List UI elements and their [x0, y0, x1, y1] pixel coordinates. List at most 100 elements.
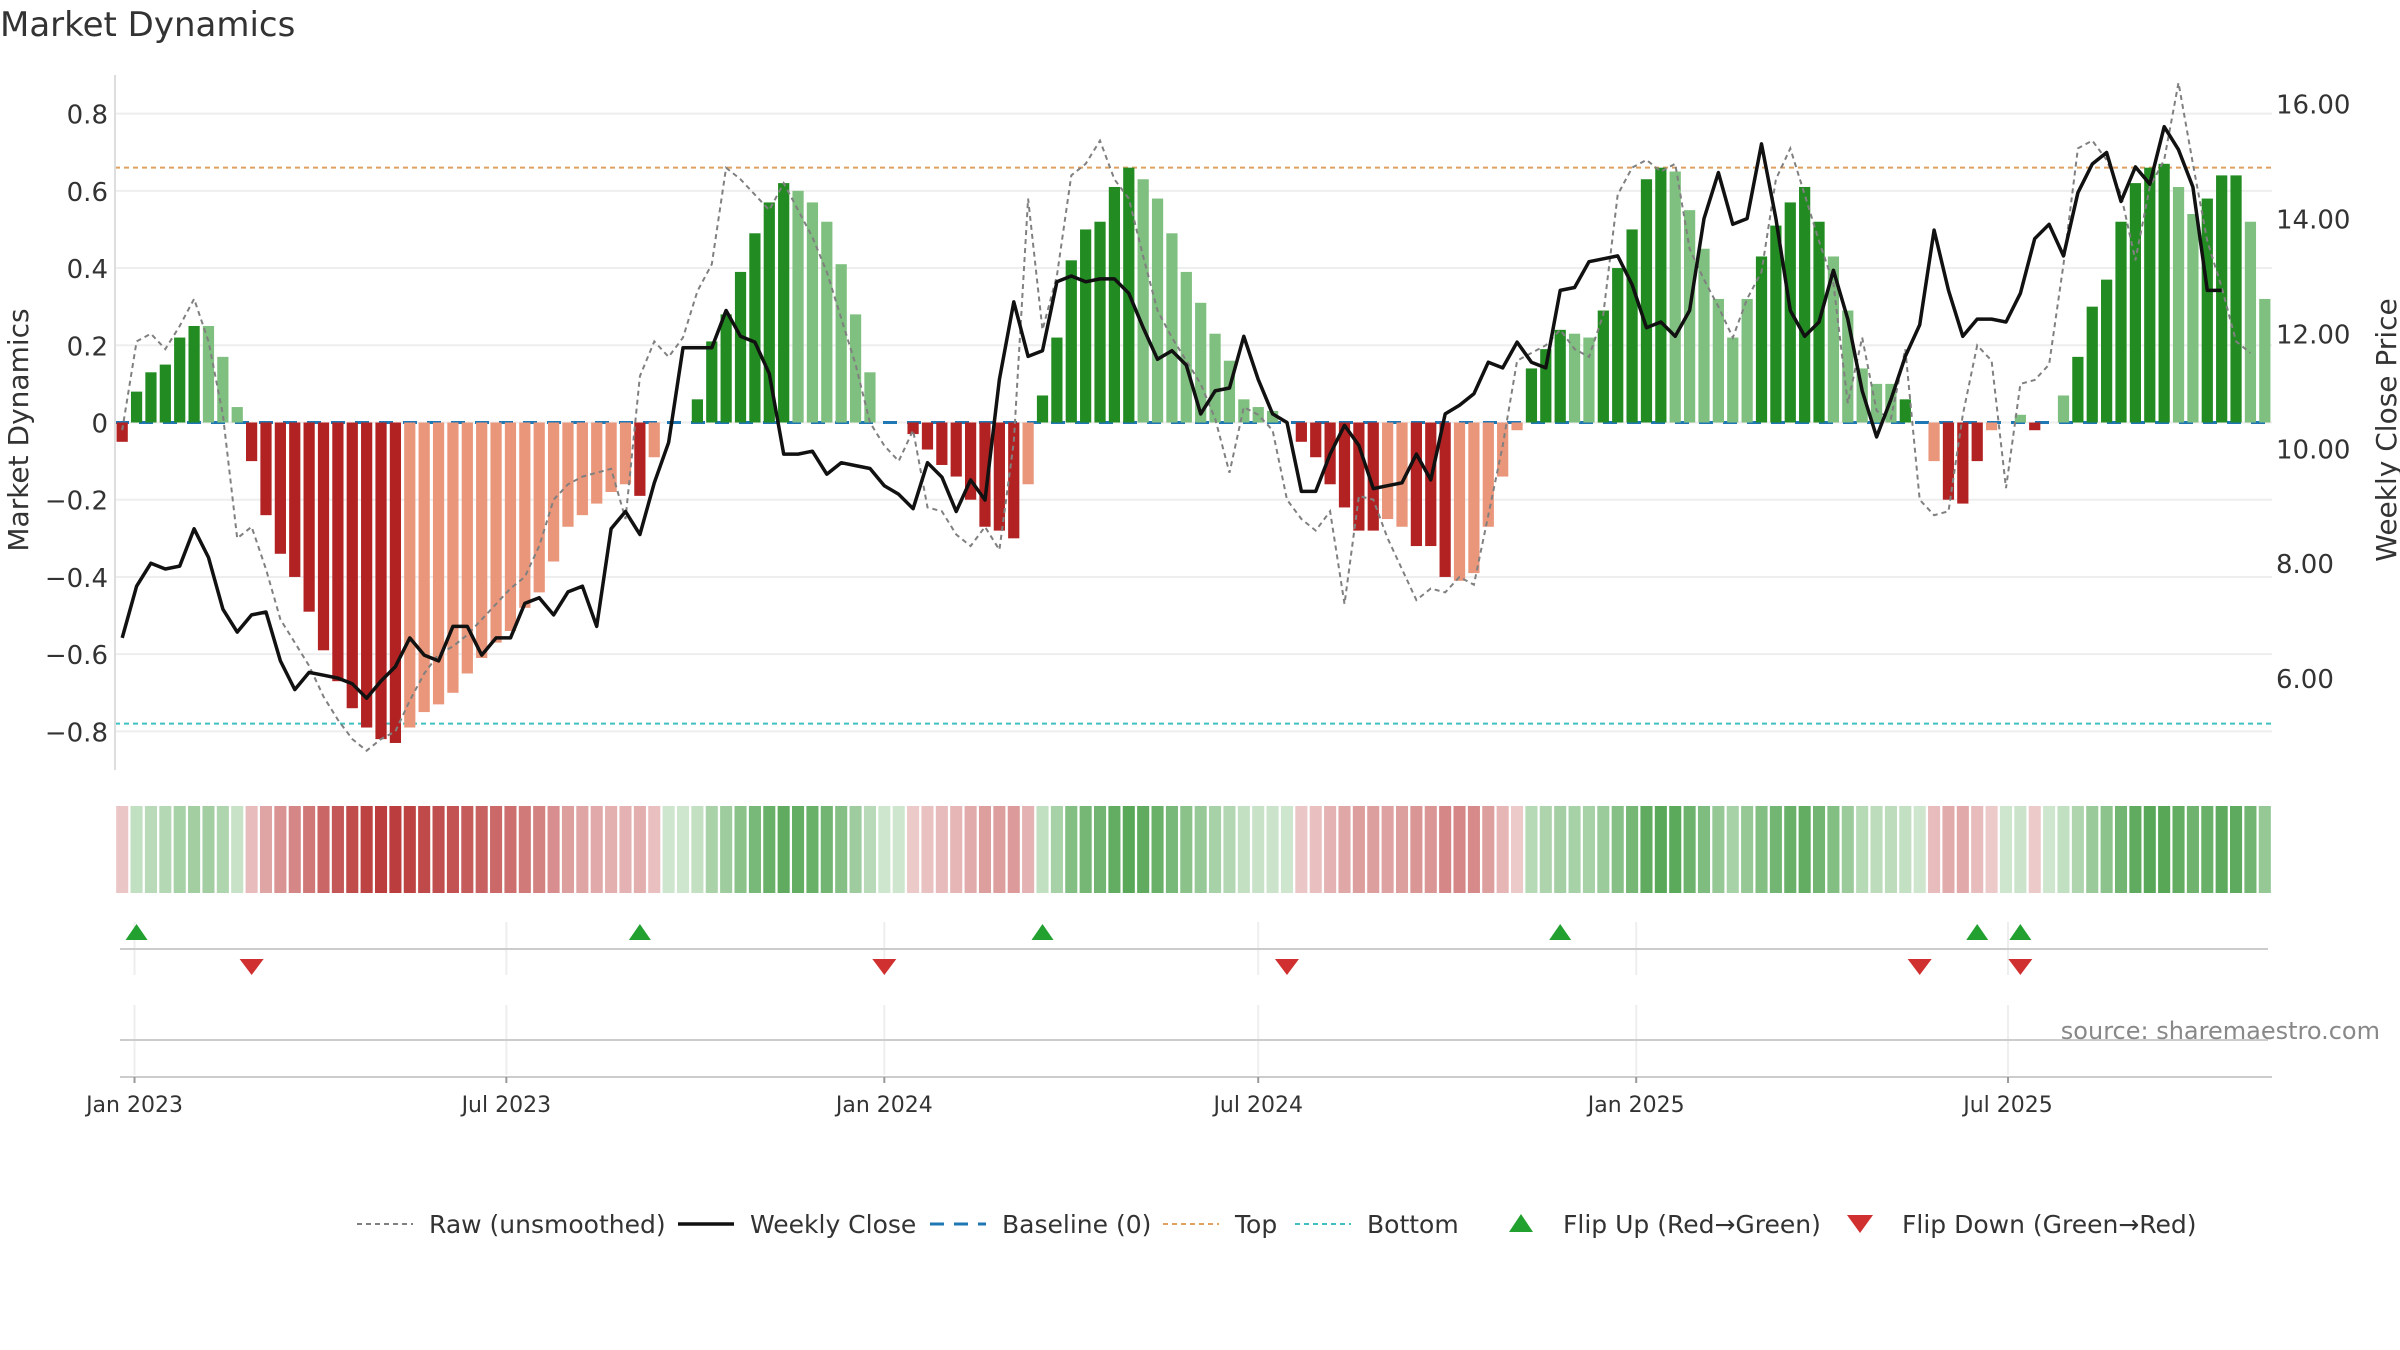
heat-cell — [720, 806, 733, 893]
heat-cell — [835, 806, 848, 893]
legend-item-close: Weekly Close — [678, 1210, 916, 1239]
dynamics-bar — [1712, 298, 1724, 423]
heat-cell — [1151, 806, 1164, 893]
heat-cell — [576, 806, 589, 893]
heat-cell — [2172, 806, 2185, 893]
dynamics-bar — [1080, 229, 1092, 423]
dynamics-bar — [231, 407, 243, 423]
dynamics-bar — [461, 422, 473, 674]
heat-cell — [1266, 806, 1279, 893]
heat-cell — [1741, 806, 1754, 893]
heat-cell — [231, 806, 244, 893]
heat-cell — [820, 806, 833, 893]
heat-cell — [317, 806, 330, 893]
heat-cell — [360, 806, 373, 893]
heat-cell — [1511, 806, 1524, 893]
dynamics-bar — [1583, 337, 1595, 423]
dynamics-bar — [806, 202, 819, 423]
y-tick-label: 0 — [91, 410, 108, 440]
heat-cell — [188, 806, 201, 893]
dynamics-bar — [1554, 329, 1566, 423]
dynamics-bar — [1799, 186, 1811, 423]
heat-cell — [1137, 806, 1150, 893]
dynamics-bar — [1597, 310, 1609, 423]
dynamics-bar — [432, 422, 445, 705]
y2-axis-label: Weekly Close Price — [2370, 298, 2400, 561]
flip-down-marker — [1274, 959, 1299, 975]
y-tick-label: 0.6 — [67, 178, 108, 208]
heat-cell — [2114, 806, 2128, 893]
dynamics-bar — [1223, 360, 1236, 423]
legend-item-bottom: Bottom — [1295, 1210, 1459, 1239]
dynamics-bar — [116, 422, 128, 442]
heat-cell — [978, 806, 992, 893]
heat-cell — [1611, 806, 1624, 893]
heat-cell — [2071, 806, 2084, 893]
heat-cell — [2201, 806, 2214, 893]
heat-cell — [950, 806, 963, 893]
legend-label: Flip Down (Green→Red) — [1902, 1210, 2197, 1239]
legend: Raw (unsmoothed) Weekly Close Baseline (0)… — [357, 1210, 2197, 1239]
dynamics-bar — [2144, 167, 2156, 423]
dynamics-bar — [547, 422, 560, 562]
heat-cell — [1036, 806, 1049, 893]
dynamics-bar — [1295, 422, 1307, 442]
heat-cell — [1582, 806, 1595, 893]
heat-cell — [878, 806, 891, 893]
y-tick-label: −0.4 — [45, 564, 108, 594]
dynamics-bar — [950, 422, 962, 477]
dynamics-bar — [763, 202, 775, 423]
heat-cell — [259, 806, 273, 893]
heat-cell — [1252, 806, 1265, 893]
heat-cell — [1093, 806, 1107, 893]
heat-cell — [446, 806, 459, 893]
legend-item-top: Top — [1163, 1210, 1277, 1239]
heat-cell — [1812, 806, 1826, 893]
dynamics-bar — [346, 422, 358, 709]
heat-cell — [504, 806, 517, 893]
heat-cell — [863, 806, 876, 893]
heat-cell — [849, 806, 862, 893]
legend-swatch — [1509, 1214, 1533, 1232]
dynamics-bar — [2230, 175, 2242, 423]
heat-cell — [389, 806, 402, 893]
heat-cell — [1784, 806, 1797, 893]
dynamics-bar — [1612, 268, 1624, 423]
heat-cell — [518, 806, 531, 893]
heat-cell — [935, 806, 948, 893]
dynamics-bar — [2057, 395, 2070, 423]
legend-label: Top — [1234, 1210, 1277, 1239]
dynamics-bar — [1928, 422, 1940, 462]
heat-cell — [159, 806, 172, 893]
raw-line-layer — [121, 82, 2252, 752]
heat-cell — [432, 806, 445, 893]
heat-cell — [1712, 806, 1725, 893]
dynamics-bar — [2029, 422, 2041, 431]
heat-cell — [1999, 806, 2013, 893]
dynamics-bar — [404, 422, 416, 728]
heat-cell — [1122, 806, 1135, 893]
dynamics-bar — [361, 422, 373, 728]
heat-cell — [1683, 806, 1696, 893]
dynamics-bar — [2072, 356, 2084, 423]
heat-cell — [1697, 806, 1711, 893]
dynamics-bar — [1727, 337, 1739, 423]
dynamics-bar — [1899, 399, 1911, 423]
heat-cell — [1726, 806, 1739, 893]
dynamics-bar — [303, 422, 315, 612]
dynamics-bar — [634, 422, 646, 496]
heat-cell — [1079, 806, 1092, 893]
heat-cell — [216, 806, 229, 893]
heat-cell — [403, 806, 416, 893]
dynamics-bar — [1008, 422, 1020, 539]
heat-cell — [1338, 806, 1351, 893]
dynamics-bar — [1568, 333, 1581, 423]
heat-cell — [964, 806, 977, 893]
heat-cell — [1209, 806, 1222, 893]
heat-cell — [2258, 806, 2271, 893]
heat-cell — [1928, 806, 1941, 893]
heat-cell — [1856, 806, 1869, 893]
legend-label: Flip Up (Red→Green) — [1563, 1210, 1821, 1239]
dynamics-bar — [1338, 422, 1351, 508]
heat-cell — [274, 806, 287, 893]
